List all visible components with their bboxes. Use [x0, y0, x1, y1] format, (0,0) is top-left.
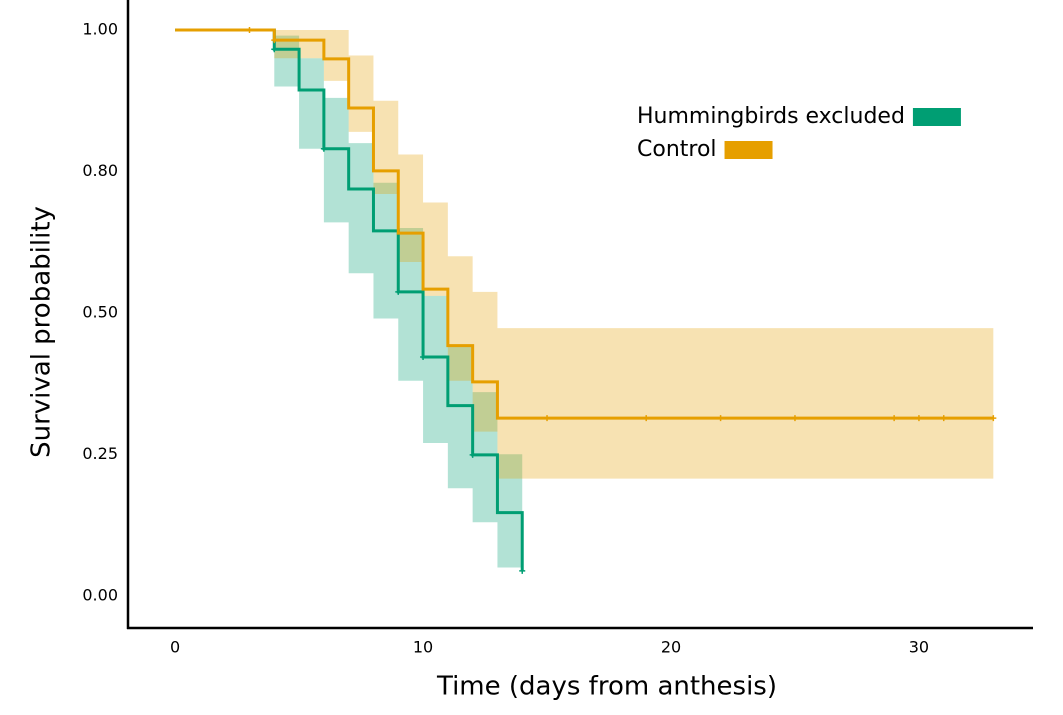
censor-mark — [246, 26, 253, 33]
x-tick-label: 10 — [413, 638, 433, 657]
censor-mark — [791, 415, 798, 422]
censor-mark — [643, 415, 650, 422]
censor-mark — [544, 415, 551, 422]
legend-swatch — [724, 141, 773, 159]
legend-label: Control — [637, 137, 717, 162]
legend-swatch — [912, 108, 961, 126]
censor-mark — [395, 288, 402, 295]
y-tick-label: 1.00 — [82, 19, 118, 38]
censor-mark — [420, 353, 427, 360]
y-tick-label: 0.80 — [82, 161, 118, 180]
legend-label: Hummingbirds excluded — [637, 104, 905, 129]
censor-mark — [717, 415, 724, 422]
censor-mark — [271, 46, 278, 53]
y-tick-label: 0.25 — [82, 444, 118, 463]
censor-mark — [271, 37, 278, 44]
confidence-band — [175, 29, 994, 479]
censor-mark — [519, 567, 526, 574]
censor-mark — [320, 145, 327, 152]
confidence-band — [175, 29, 523, 568]
censor-mark — [915, 415, 922, 422]
censor-mark — [990, 415, 997, 422]
x-tick-label: 20 — [661, 638, 681, 657]
y-tick-label: 0.00 — [82, 585, 118, 604]
x-tick-label: 30 — [909, 638, 929, 657]
censor-mark — [469, 451, 476, 458]
censor-mark — [940, 415, 947, 422]
x-axis-title: Time (days from anthesis) — [436, 672, 777, 702]
survival-line — [175, 28, 994, 420]
y-tick-label: 0.50 — [82, 302, 118, 321]
x-tick-label: 0 — [170, 638, 180, 657]
censor-mark — [891, 415, 898, 422]
y-axis-title: Survival probability — [27, 206, 57, 458]
series-layer — [175, 26, 997, 574]
